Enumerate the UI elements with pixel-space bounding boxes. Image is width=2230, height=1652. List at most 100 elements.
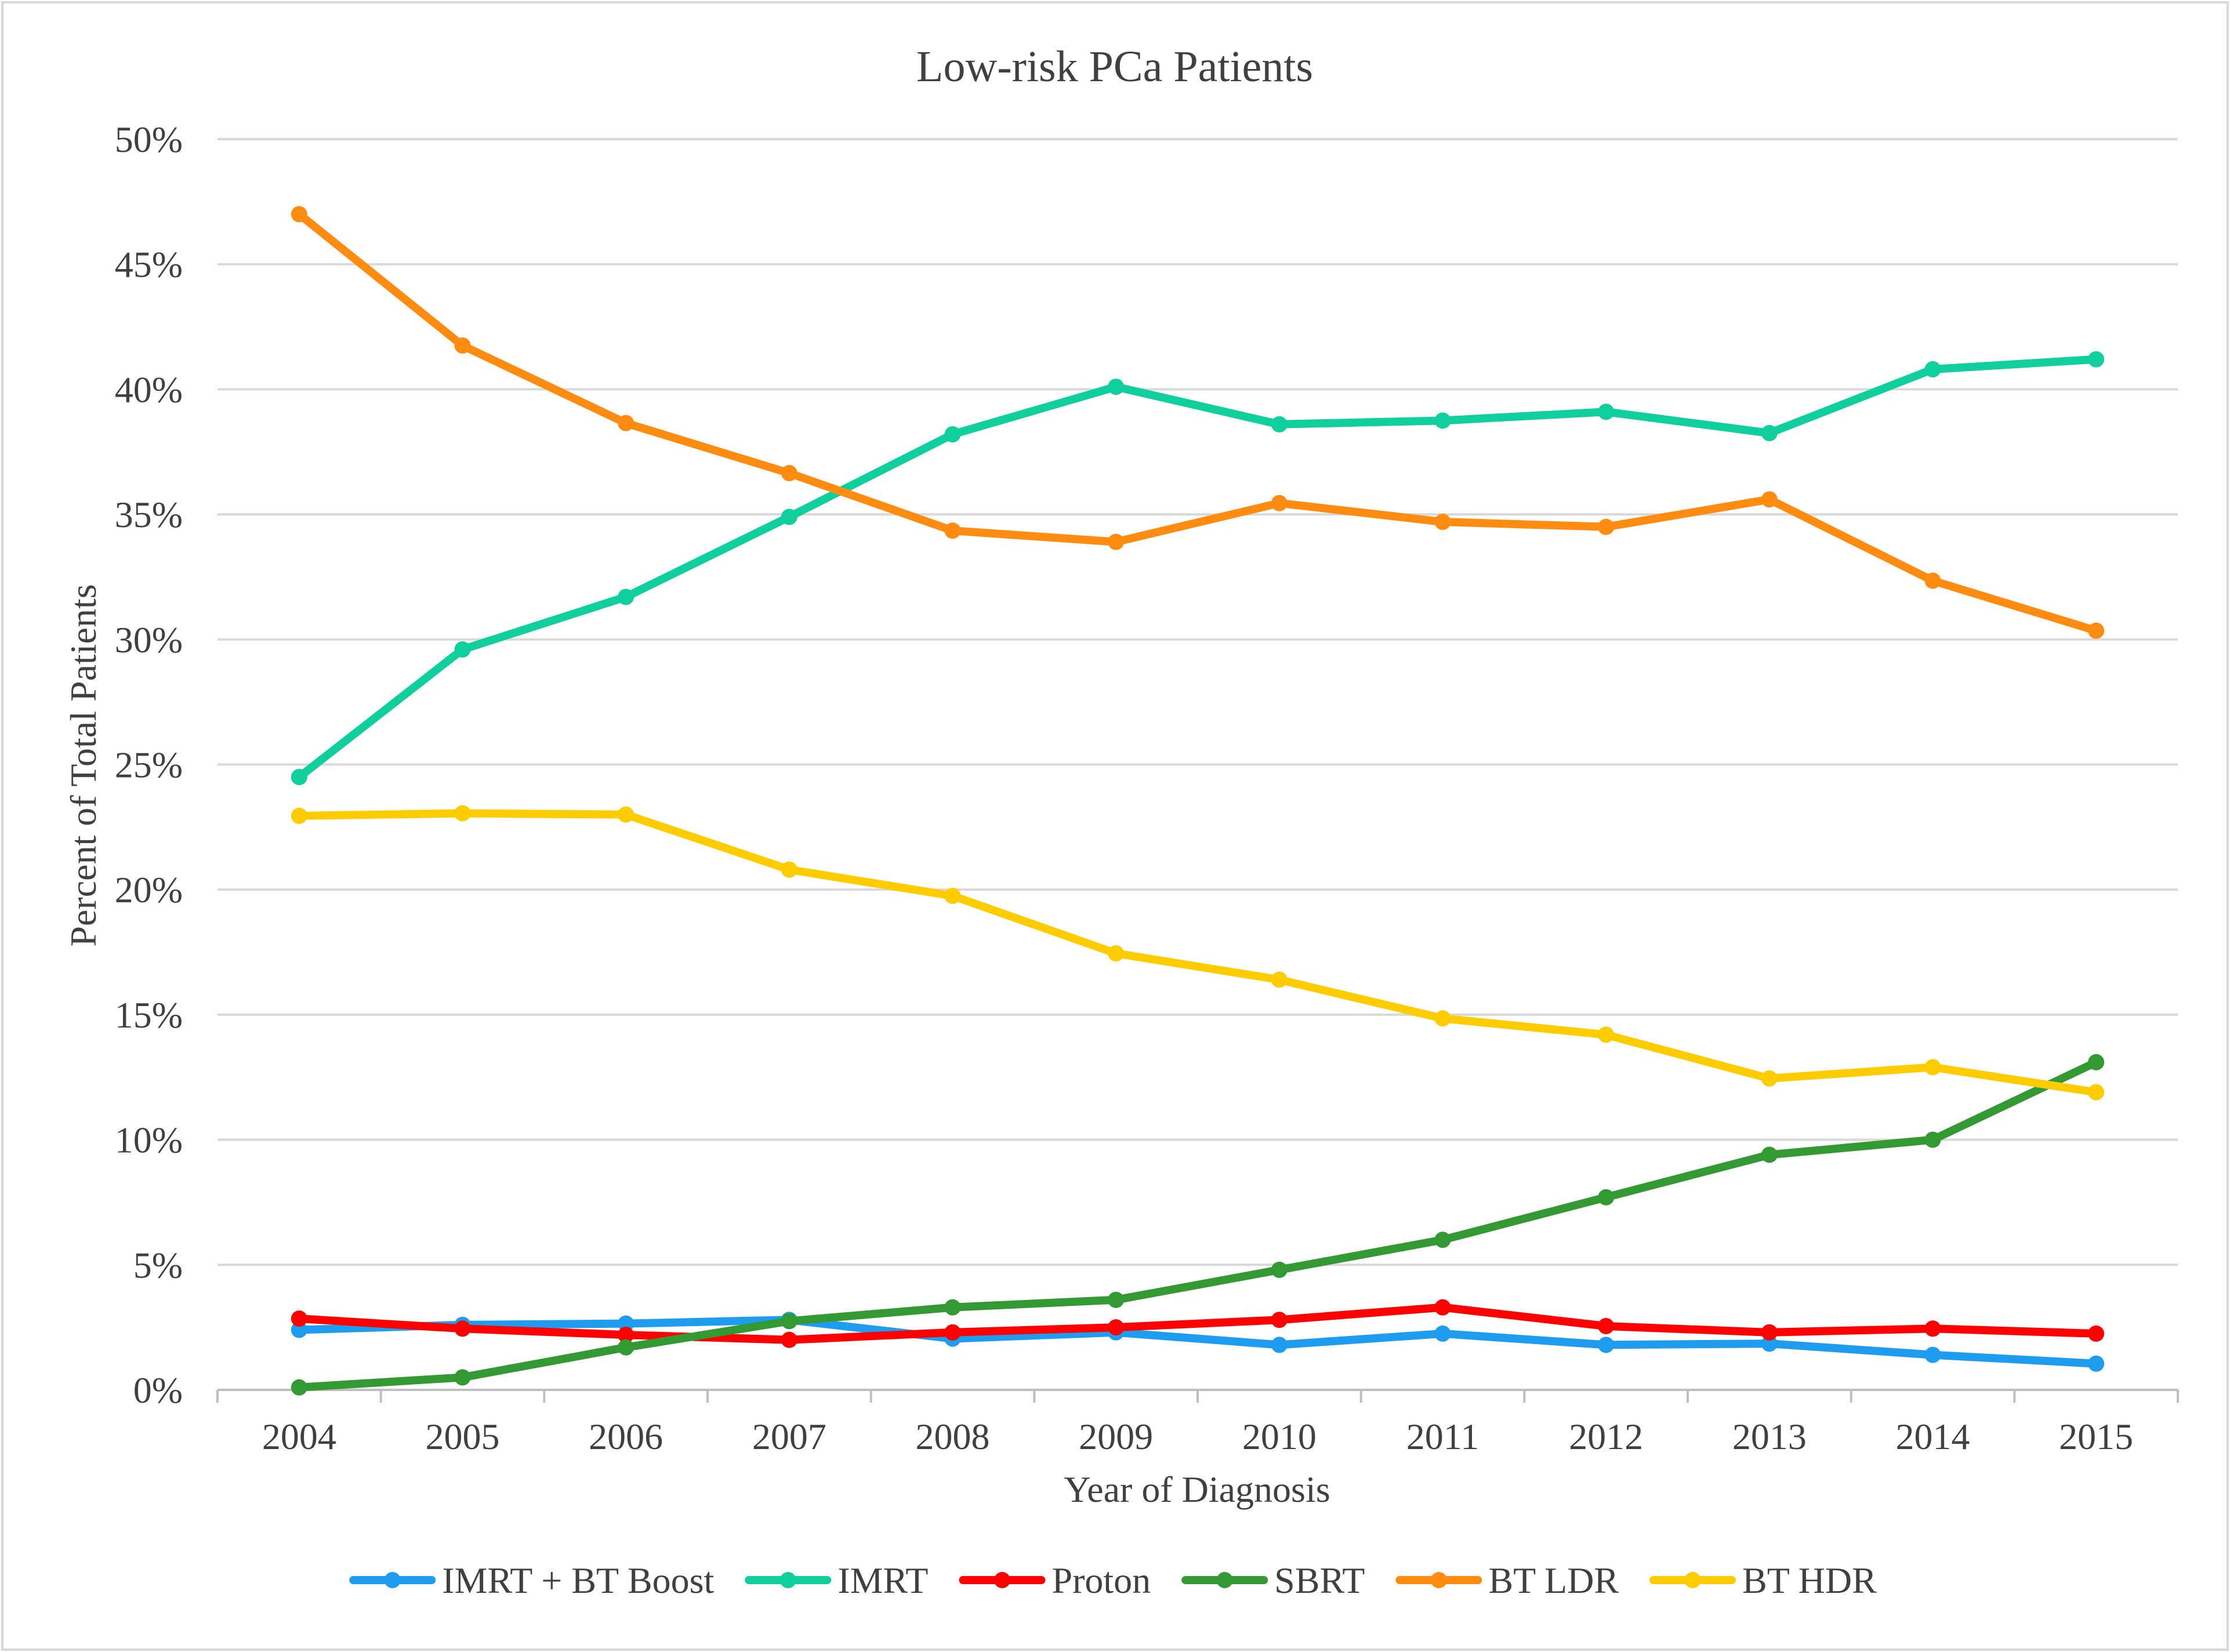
y-tick-label: 35% [115,494,183,535]
x-tick-label: 2015 [2059,1416,2133,1457]
legend-item: IMRT [745,1560,928,1601]
data-point-sbrt [291,1379,307,1396]
data-point-bt-ldr [944,522,961,539]
y-tick-label: 20% [115,869,183,910]
data-point-sbrt [1598,1189,1615,1206]
legend-item: Proton [959,1560,1151,1601]
y-tick-label: 5% [133,1244,183,1286]
y-tick-label: 30% [115,619,183,660]
y-tick-label: 15% [115,994,183,1036]
data-point-imrt-bt-boost [1271,1337,1288,1353]
series-bt-ldr [291,206,2105,639]
y-tick-label: 25% [115,745,183,786]
legend-swatch-marker [993,1572,1010,1588]
data-point-imrt-bt-boost [1434,1325,1451,1342]
legend-swatch-marker [384,1572,401,1588]
data-point-sbrt [944,1299,961,1316]
series-line-proton [295,1303,2101,1344]
legend-label: BT HDR [1742,1560,1877,1601]
data-point-imrt [944,426,961,443]
data-point-bt-ldr [1924,572,1941,589]
data-point-proton [454,1320,471,1337]
data-point-sbrt [1761,1146,1778,1163]
series-line-imrt [295,355,2101,782]
x-tick-label: 2006 [589,1416,663,1457]
chart-title: Low-risk PCa Patients [916,42,1313,91]
x-tick-label: 2011 [1406,1416,1480,1457]
data-point-bt-hdr [1761,1070,1778,1087]
legend-item: SBRT [1181,1560,1365,1601]
series-sbrt [291,1054,2105,1396]
data-point-imrt-bt-boost [1761,1335,1778,1352]
x-tick-label: 2005 [426,1416,500,1457]
series-line-sbrt [295,1058,2101,1392]
legend-item: BT HDR [1649,1560,1877,1601]
data-point-sbrt [1108,1291,1125,1308]
data-point-bt-hdr [1108,945,1125,962]
data-point-sbrt [1434,1232,1451,1248]
data-point-bt-hdr [1598,1026,1615,1043]
data-point-proton [1598,1317,1615,1334]
data-point-proton [944,1324,961,1341]
legend-label: IMRT [837,1560,928,1601]
series-line-bt-ldr [295,210,2101,635]
data-point-bt-hdr [1434,1010,1451,1027]
x-tick-label: 2008 [916,1416,990,1457]
data-point-imrt [618,589,634,605]
data-point-imrt [454,641,471,658]
y-tick-label: 45% [115,244,183,285]
data-point-sbrt [781,1313,797,1330]
data-point-imrt [1924,361,1941,377]
legend-swatch-marker [1684,1572,1701,1588]
legend-item: IMRT + BT Boost [349,1560,715,1601]
data-point-imrt-bt-boost [2088,1355,2105,1372]
data-point-proton [1761,1324,1778,1341]
data-point-proton [781,1331,797,1348]
legend-swatch-marker [1430,1572,1447,1588]
data-point-bt-hdr [1924,1059,1941,1076]
data-point-imrt [781,509,797,525]
data-point-imrt-bt-boost [1924,1346,1941,1363]
legend-label: IMRT + BT Boost [442,1560,714,1601]
data-point-sbrt [618,1339,634,1356]
x-tick-label: 2014 [1896,1416,1970,1457]
data-point-bt-ldr [291,206,307,223]
legend-swatch-marker [779,1572,796,1588]
data-point-bt-hdr [1271,971,1288,988]
data-point-bt-ldr [2088,622,2105,639]
data-point-bt-ldr [1271,495,1288,511]
legend-swatch-marker [1216,1572,1233,1588]
x-tick-label: 2013 [1732,1416,1807,1457]
x-tick-label: 2012 [1569,1416,1643,1457]
data-point-imrt [1271,416,1288,433]
y-tick-label: 0% [133,1370,183,1411]
data-point-proton [618,1327,634,1344]
data-point-sbrt [1924,1131,1941,1148]
data-point-proton [1434,1299,1451,1316]
legend-label: BT LDR [1488,1560,1619,1601]
data-point-bt-hdr [781,861,797,878]
x-tick-label: 2004 [262,1416,336,1457]
data-point-bt-ldr [618,415,634,431]
data-point-bt-ldr [454,337,471,354]
data-point-imrt-bt-boost [618,1315,634,1332]
data-point-imrt [1108,379,1125,395]
legend-label: Proton [1051,1560,1151,1601]
data-point-bt-ldr [1598,518,1615,535]
data-point-proton [1924,1320,1941,1337]
x-tick-label: 2007 [752,1416,826,1457]
gridlines [217,138,2178,1266]
data-point-bt-ldr [1108,533,1125,550]
data-point-imrt [291,769,307,786]
series-bt-hdr [291,805,2105,1101]
series-line-bt-hdr [295,809,2101,1097]
legend-label: SBRT [1274,1560,1365,1601]
data-point-bt-hdr [2088,1084,2105,1101]
data-point-proton [1271,1312,1288,1328]
data-point-bt-hdr [944,887,961,904]
x-axis-title: Year of Diagnosis [1064,1469,1330,1510]
y-tick-label: 50% [115,119,183,160]
